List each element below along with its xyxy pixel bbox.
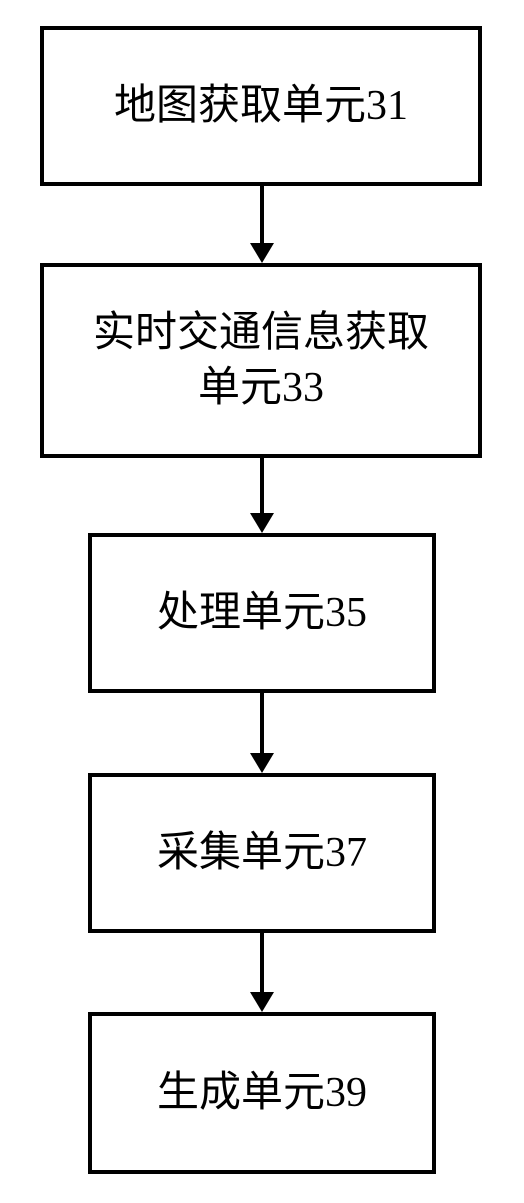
node-label: 生成单元39 — [157, 1066, 367, 1121]
node-label: 地图获取单元31 — [114, 79, 408, 134]
node-label: 采集单元37 — [157, 826, 367, 881]
flowchart-container: 地图获取单元31 实时交通信息获取 单元33 处理单元35 采集单元37 生成单… — [0, 0, 524, 1203]
arrow-head — [250, 753, 274, 773]
node-generation: 生成单元39 — [88, 1012, 436, 1174]
node-label: 处理单元35 — [157, 586, 367, 641]
node-traffic-info: 实时交通信息获取 单元33 — [40, 263, 482, 458]
arrow-line — [260, 458, 264, 513]
arrow-line — [260, 186, 264, 243]
node-processing: 处理单元35 — [88, 533, 436, 693]
node-collection: 采集单元37 — [88, 773, 436, 933]
arrow-head — [250, 992, 274, 1012]
arrow-line — [260, 693, 264, 753]
node-label: 实时交通信息获取 单元33 — [93, 306, 429, 415]
arrow-line — [260, 933, 264, 992]
node-map-acquisition: 地图获取单元31 — [40, 26, 482, 186]
arrow-head — [250, 243, 274, 263]
arrow-head — [250, 513, 274, 533]
